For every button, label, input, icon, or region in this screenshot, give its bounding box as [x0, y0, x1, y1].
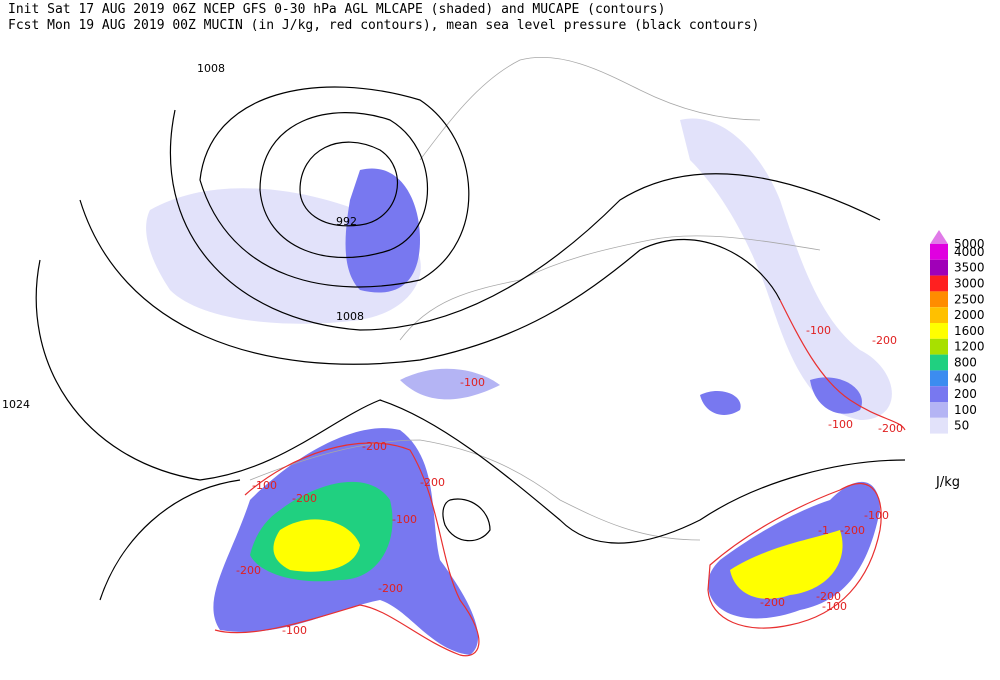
cape-area: [680, 118, 892, 420]
cin-label: -100: [864, 509, 889, 522]
legend-label: 400: [954, 371, 977, 385]
header-line: Fcst Mon 19 AUG 2019 00Z MUCIN (in J/kg,…: [8, 18, 759, 33]
cin-label: -200: [236, 564, 261, 577]
cin-label: -100: [806, 324, 831, 337]
cin-label: -100: [252, 479, 277, 492]
isobar: [169, 109, 881, 331]
legend-swatch: [930, 417, 948, 434]
isobar: [99, 479, 241, 601]
isobar: [79, 199, 781, 365]
legend-swatch: [930, 307, 948, 323]
isobar: [199, 86, 470, 288]
cape-area: [400, 368, 500, 400]
legend-swatch: [930, 386, 948, 402]
cin-label: -200: [878, 422, 903, 435]
coastline: [399, 235, 821, 341]
cin-label: -1: [818, 524, 829, 537]
legend-label: 4000: [954, 245, 985, 259]
cin-label: -200: [378, 582, 403, 595]
pressure-label: 1008: [197, 62, 225, 75]
legend-swatch: [930, 402, 948, 418]
isobar: [35, 259, 906, 544]
isobar: [259, 112, 429, 258]
cape-area: [345, 168, 420, 293]
isobar: [299, 141, 398, 227]
legend-label: 5000: [954, 237, 985, 251]
legend-label: 800: [954, 356, 977, 370]
contour-labels: 1008 992 1008 1024 -100 -200 -100 -200 -…: [2, 62, 903, 637]
cin-label: -200: [362, 440, 387, 453]
cape-area: [700, 390, 741, 415]
cin-label: -200: [840, 524, 865, 537]
cape-area: [730, 530, 843, 599]
cin-label: -100: [460, 376, 485, 389]
legend-label: 100: [954, 403, 977, 417]
cin-label: -200: [292, 492, 317, 505]
legend-label: 50: [954, 419, 969, 433]
legend-label: 3500: [954, 261, 985, 275]
cin-label: -100: [282, 624, 307, 637]
map-layer: [35, 56, 906, 657]
cin-label: -100: [822, 600, 847, 613]
legend-swatch: [930, 338, 948, 355]
legend-unit: J/kg: [935, 475, 960, 490]
cin-label: -200: [816, 590, 841, 603]
legend-swatch: [930, 370, 948, 387]
legend-label: 3000: [954, 277, 985, 291]
legend-label: 2000: [954, 308, 985, 322]
cin-label: -200: [420, 476, 445, 489]
legend-swatch: [930, 291, 948, 308]
cin-contour: [707, 483, 882, 629]
pressure-label: 1008: [336, 310, 364, 323]
cin-label: -100: [828, 418, 853, 431]
cin-label: -200: [760, 596, 785, 609]
legend-label: 1200: [954, 340, 985, 354]
cape-area: [810, 377, 862, 414]
cin-contour: [214, 442, 480, 657]
header-line: Init Sat 17 AUG 2019 06Z NCEP GFS 0-30 h…: [8, 2, 665, 17]
cin-label: -100: [392, 513, 417, 526]
coastline: [249, 439, 701, 541]
legend-swatch: [930, 259, 948, 276]
legend-label: 200: [954, 387, 977, 401]
cape-area: [273, 519, 360, 572]
coastline: [419, 56, 761, 161]
legend-triangle: [930, 230, 948, 244]
legend-label: 1600: [954, 324, 985, 338]
cin-label: -200: [872, 334, 897, 347]
legend-label: 2500: [954, 292, 985, 306]
legend-swatch: [930, 244, 948, 260]
legend-swatch: [930, 323, 948, 339]
legend-swatch: [930, 275, 948, 292]
legend-swatch: [930, 354, 948, 371]
cin-contour: [779, 299, 906, 431]
pressure-label: 1024: [2, 398, 30, 411]
isobar: [442, 498, 491, 542]
pressure-label: 992: [336, 215, 357, 228]
